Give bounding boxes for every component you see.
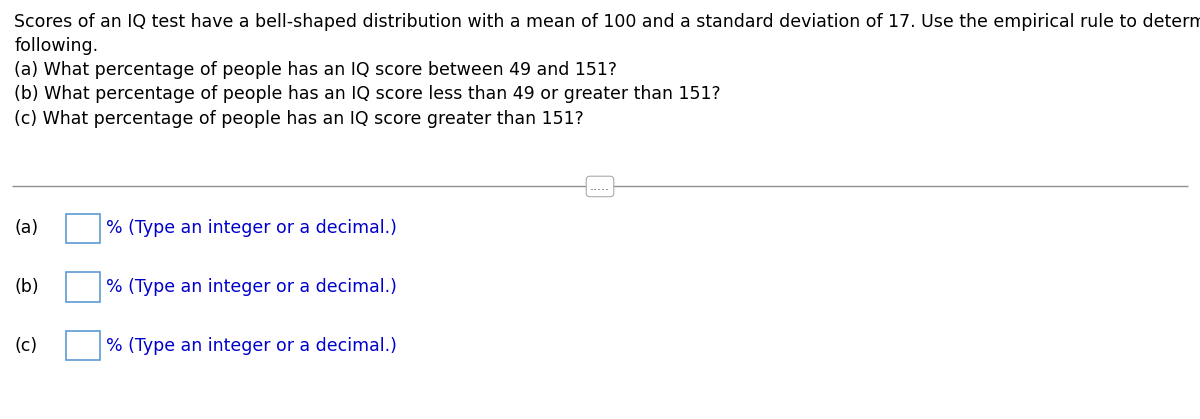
- Text: Scores of an IQ test have a bell-shaped distribution with a mean of 100 and a st: Scores of an IQ test have a bell-shaped …: [14, 13, 1200, 128]
- Text: (c): (c): [14, 337, 37, 354]
- Text: % (Type an integer or a decimal.): % (Type an integer or a decimal.): [106, 220, 396, 237]
- FancyBboxPatch shape: [66, 214, 100, 243]
- Text: .....: .....: [590, 180, 610, 193]
- Text: % (Type an integer or a decimal.): % (Type an integer or a decimal.): [106, 337, 396, 354]
- FancyBboxPatch shape: [66, 272, 100, 302]
- Text: (a): (a): [14, 220, 38, 237]
- FancyBboxPatch shape: [66, 331, 100, 360]
- Text: (b): (b): [14, 278, 40, 296]
- Text: % (Type an integer or a decimal.): % (Type an integer or a decimal.): [106, 278, 396, 296]
